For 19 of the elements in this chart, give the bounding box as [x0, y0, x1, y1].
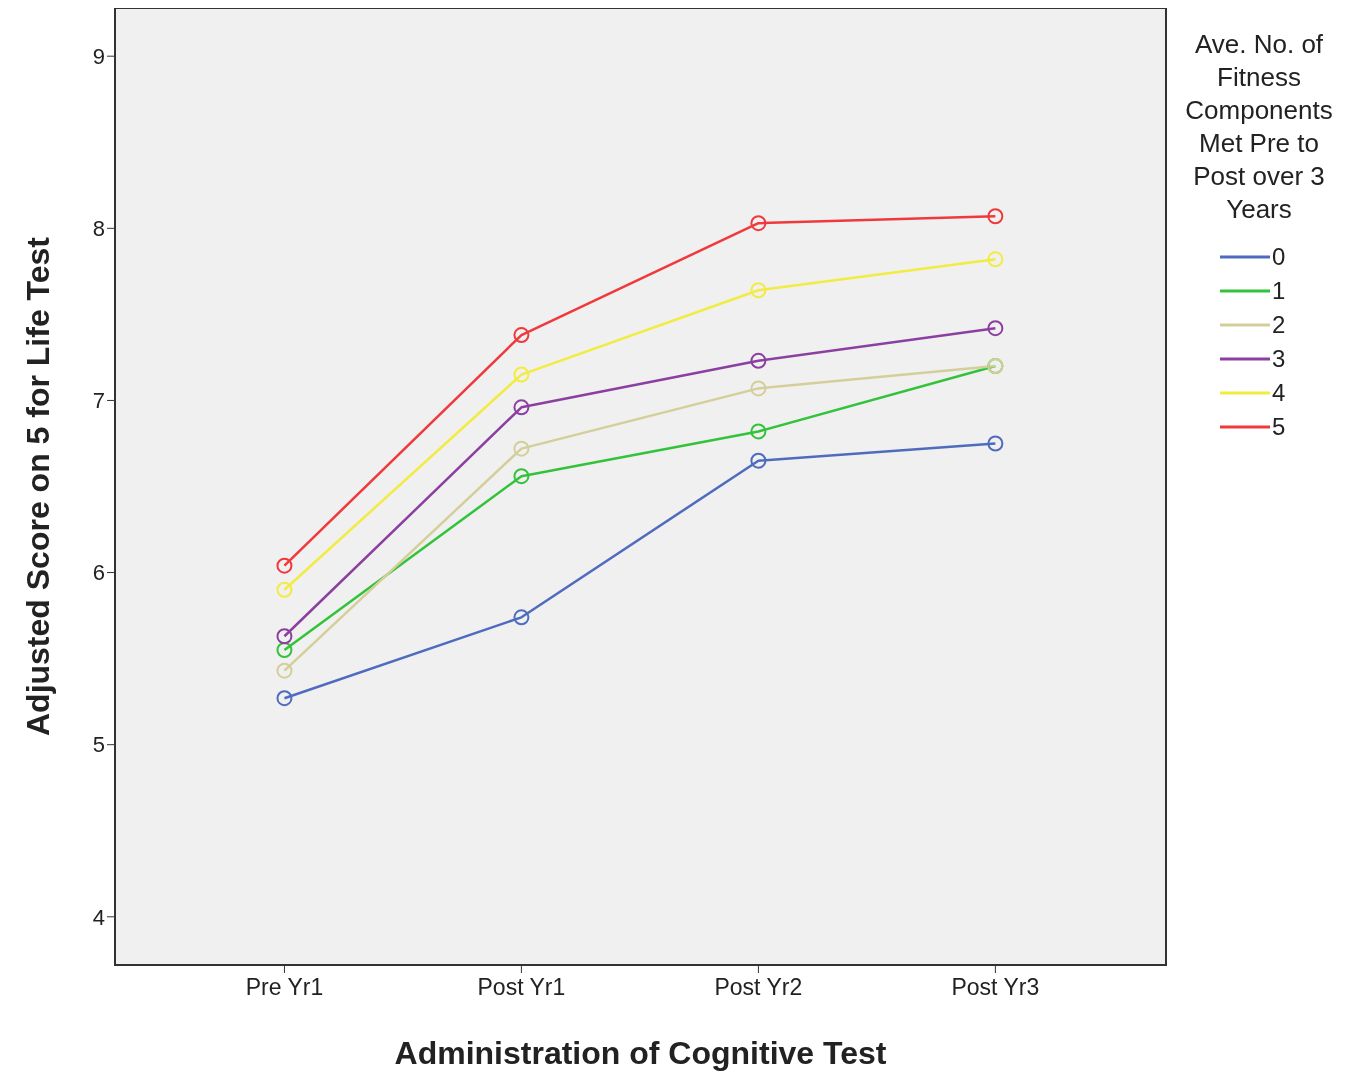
y-tick-label: 6	[92, 560, 105, 586]
legend-label: 1	[1272, 277, 1286, 305]
x-tick-label: Post Yr2	[714, 974, 803, 1001]
y-tick-label: 7	[92, 388, 105, 414]
y-tick-label: 9	[92, 44, 105, 69]
legend-label: 0	[1272, 243, 1286, 271]
x-tick-label: Post Yr1	[477, 974, 566, 1001]
legend-label: 2	[1272, 311, 1286, 339]
legend-label: 3	[1272, 345, 1286, 373]
legend-label: 4	[1272, 379, 1286, 407]
y-tick-label: 8	[92, 216, 105, 242]
y-axis-title: Adjusted Score on 5 for Life Test	[20, 236, 57, 737]
y-tick-label: 4	[92, 904, 105, 930]
legend-title: Ave. No. of Fitness Components Met Pre to Post over 3 Years	[1184, 28, 1334, 226]
x-axis-title: Administration of Cognitive Test	[394, 1035, 887, 1071]
legend-label: 5	[1272, 413, 1286, 441]
x-tick-label: Pre Yr1	[245, 974, 324, 1001]
y-tick-label: 5	[92, 732, 105, 758]
x-tick-label: Post Yr3	[951, 974, 1040, 1001]
